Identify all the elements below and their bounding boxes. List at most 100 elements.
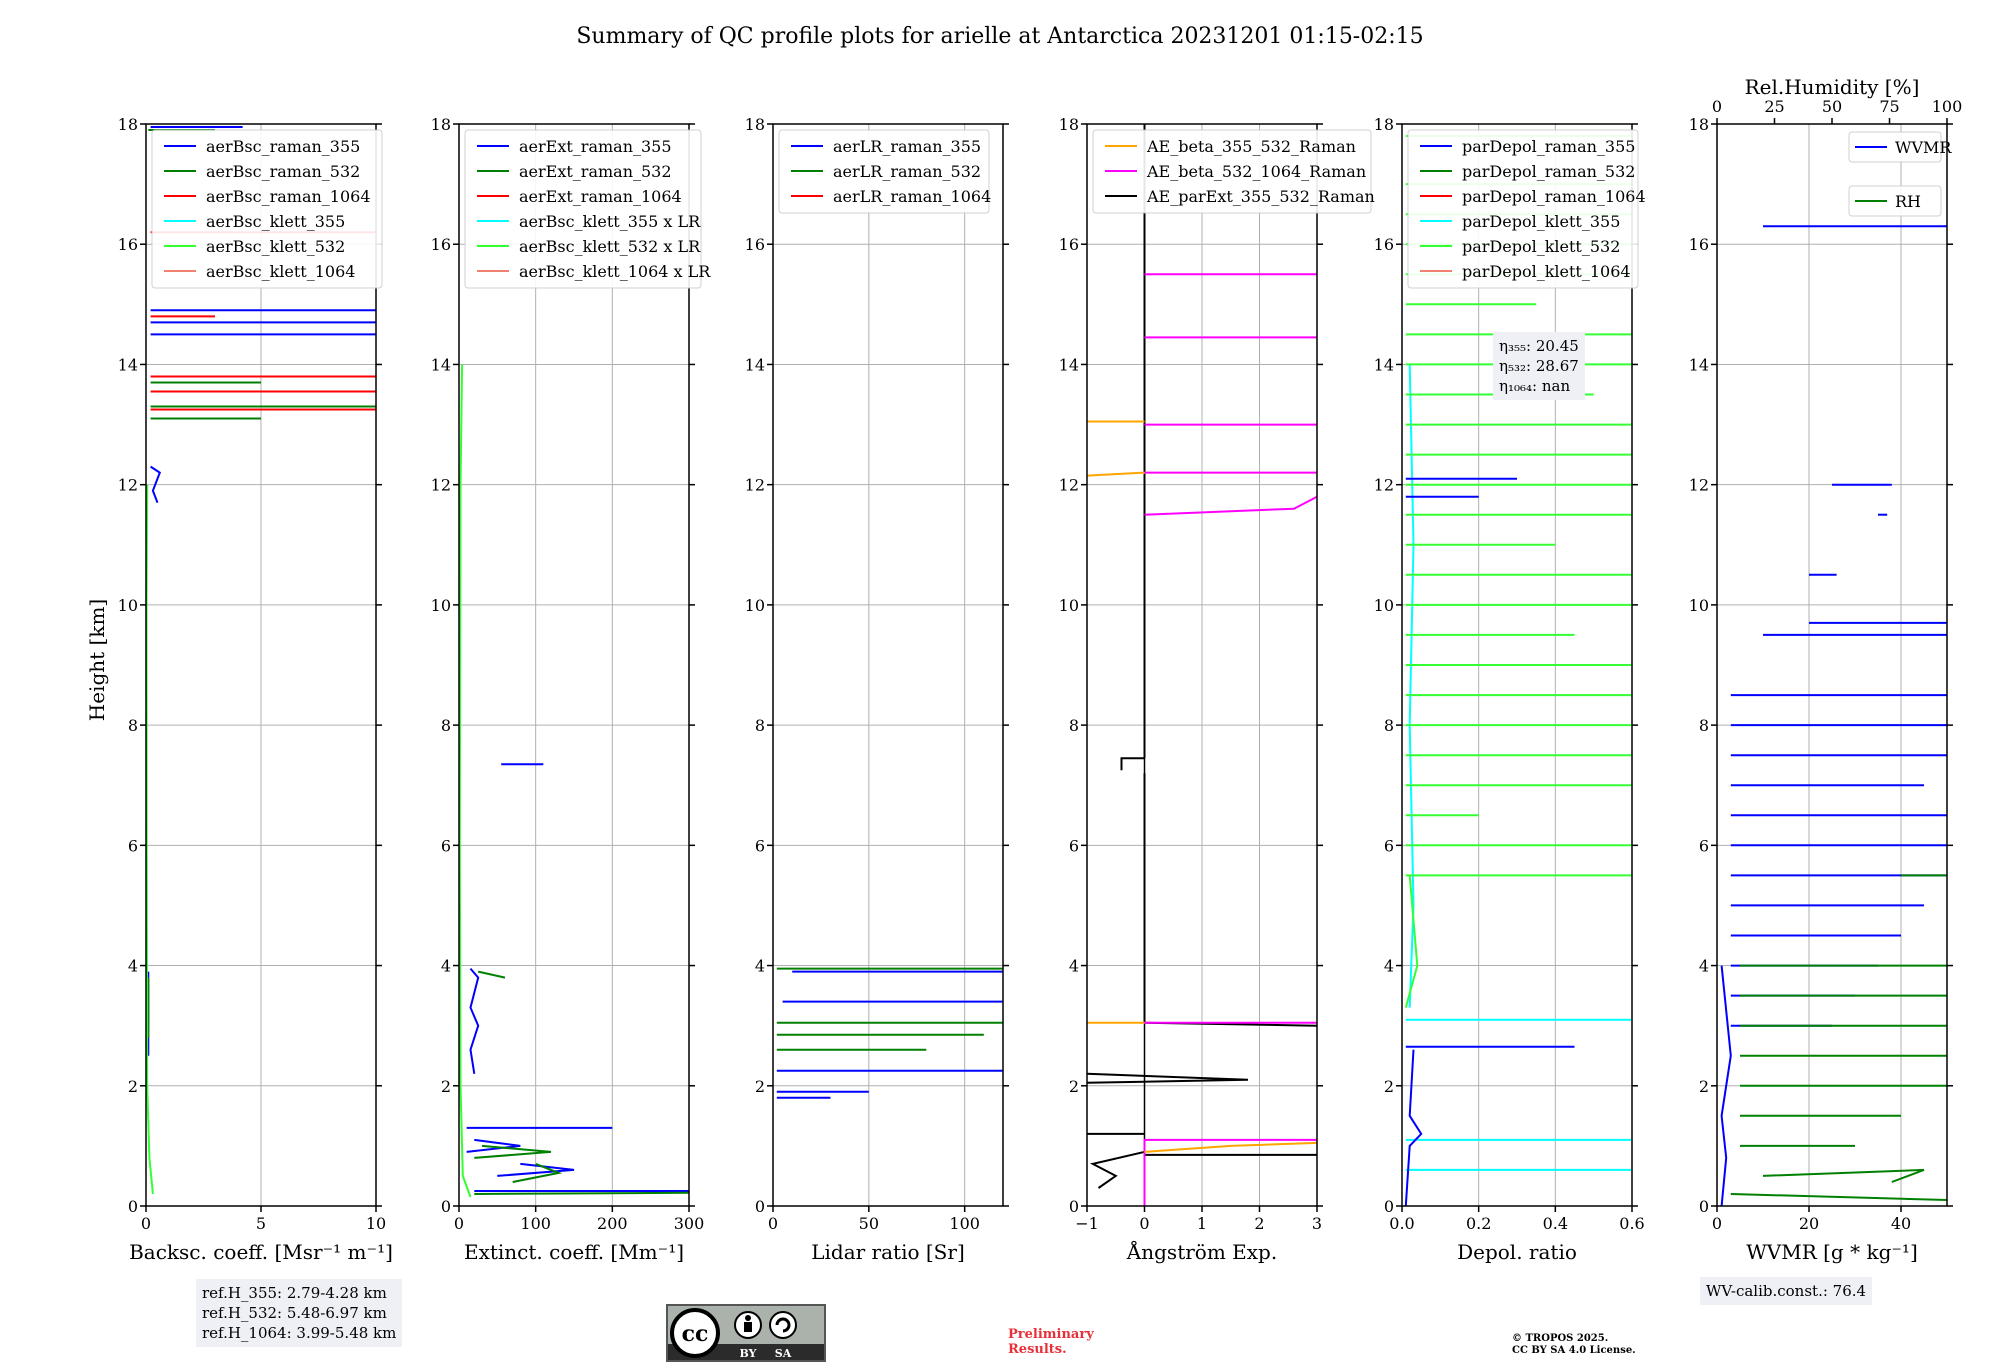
- legend-label: parDepol_klett_532: [1462, 237, 1620, 256]
- x-tick-label: 1: [1197, 1214, 1207, 1233]
- axes-frame: [1401, 123, 1633, 1207]
- series-line-parDepol_klett_532: [1404, 875, 1419, 1008]
- legend-label: parDepol_klett_1064: [1462, 262, 1631, 281]
- x-tick-label: 0: [454, 1214, 464, 1233]
- y-tick-label: 6: [1384, 836, 1394, 855]
- legend-label: aerBsc_klett_355: [206, 212, 345, 231]
- x-axis-label: Backsc. coeff. [Msr⁻¹ m⁻¹]: [129, 1240, 393, 1264]
- x-tick-label: 0: [1139, 1214, 1149, 1233]
- eta-355: η₃₅₅: 20.45: [1499, 337, 1579, 355]
- x-axis-label: Lidar ratio [Sr]: [811, 1240, 965, 1264]
- x-tick-label: 0: [141, 1214, 151, 1233]
- y-tick-label: 10: [431, 596, 451, 615]
- ref-height-1064: ref.H_1064: 3.99-5.48 km: [202, 1324, 397, 1342]
- y-tick-label: 4: [755, 957, 765, 976]
- y-tick-label: 14: [431, 355, 451, 374]
- wv-calib-text: WV-calib.const.: 76.4: [1706, 1282, 1867, 1300]
- series-line-aerBsc_raman_355: [150, 465, 162, 504]
- y-tick-label: 4: [1699, 957, 1709, 976]
- panel-wv: 0 20 40 0 2 4 6 8 10 12 14 16 18 WVMR [g * kg⁻¹] 0 25 50…: [1689, 75, 1963, 1264]
- y-tick-label: 12: [745, 476, 765, 495]
- series-line-AE_beta_532_1064_Raman: [1144, 495, 1318, 516]
- y-tick-label: 6: [1699, 836, 1709, 855]
- series-line-aerExt_raman_532: [474, 1144, 552, 1159]
- top-axis-label: Rel.Humidity [%]: [1745, 75, 1920, 99]
- y-tick-label: 14: [1374, 355, 1394, 374]
- series-line-AE_beta_355_532_Raman: [1086, 471, 1145, 477]
- panel-ext: 0 100 200 300 0 2 4 6 8 10 12 14 16 18 Extinct. coeff.…: [431, 115, 712, 1264]
- legend-label: aerBsc_raman_532: [206, 162, 360, 181]
- y-tick-label: 4: [128, 957, 138, 976]
- y-tick-label: 16: [1059, 235, 1079, 254]
- x-tick-label: 0.0: [1389, 1214, 1414, 1233]
- cc-license-graphic: cc BY SA: [668, 1306, 824, 1360]
- x-axis-label: Extinct. coeff. [Mm⁻¹]: [464, 1240, 684, 1264]
- legend-label: aerExt_raman_532: [519, 162, 672, 181]
- legend-box: [151, 129, 383, 289]
- y-tick-label: 10: [1059, 596, 1079, 615]
- x-tick-label: 20: [1799, 1214, 1819, 1233]
- preliminary-note: Preliminary Results.: [1008, 1327, 1094, 1357]
- y-tick-label: 18: [1374, 115, 1394, 134]
- series-line-aerExt_raman_532: [512, 1162, 563, 1183]
- y-tick-label: 14: [1059, 355, 1079, 374]
- y-tick-label: 0: [441, 1197, 451, 1216]
- y-tick-label: 12: [1059, 476, 1079, 495]
- y-tick-label: 6: [128, 836, 138, 855]
- x-tick-label: 0.6: [1619, 1214, 1644, 1233]
- legend-label: aerBsc_klett_532 x LR: [519, 237, 701, 256]
- legend-label: aerBsc_raman_1064: [206, 187, 371, 206]
- x-tick-label: 3: [1312, 1214, 1322, 1233]
- y-tick-label: 18: [431, 115, 451, 134]
- y-tick-label: 0: [1384, 1197, 1394, 1216]
- x-tick-label: 0.2: [1466, 1214, 1491, 1233]
- copyright-line-2: CC BY SA 4.0 License.: [1512, 1345, 1636, 1356]
- ref-height-532: ref.H_532: 5.48-6.97 km: [202, 1304, 387, 1322]
- y-tick-label: 0: [128, 1197, 138, 1216]
- legend-box: [1848, 131, 1942, 163]
- top-tick-label: 100: [1932, 97, 1963, 116]
- legend-label: aerBsc_klett_532: [206, 237, 345, 256]
- cc-by-text: BY: [740, 1347, 757, 1360]
- x-tick-label: 50: [859, 1214, 879, 1233]
- y-tick-label: 6: [755, 836, 765, 855]
- y-tick-label: 18: [118, 115, 138, 134]
- y-tick-label: 14: [1689, 355, 1709, 374]
- figure-title: Summary of QC profile plots for arielle …: [576, 24, 1423, 49]
- cc-icon-text: cc: [682, 1321, 709, 1347]
- y-tick-label: 2: [755, 1077, 765, 1096]
- y-tick-label: 8: [128, 716, 138, 735]
- y-tick-label: 16: [1689, 235, 1709, 254]
- y-tick-label: 10: [745, 596, 765, 615]
- y-tick-label: 8: [441, 716, 451, 735]
- eta-box: η₃₅₅: 20.45 η₅₃₂: 28.67 η₁₀₆₄: nan: [1493, 332, 1585, 400]
- eta-532: η₅₃₂: 28.67: [1499, 357, 1579, 375]
- series-line-aerBsc_klett_532 x LR: [458, 364, 472, 1198]
- x-tick-label: 300: [674, 1214, 705, 1233]
- x-tick-label: 2: [1254, 1214, 1264, 1233]
- y-tick-label: 10: [118, 596, 138, 615]
- preliminary-line-1: Preliminary: [1008, 1327, 1094, 1342]
- legend-label: aerBsc_klett_1064: [206, 262, 355, 281]
- y-tick-label: 8: [1699, 716, 1709, 735]
- x-axis-label: WVMR [g * kg⁻¹]: [1746, 1240, 1918, 1264]
- legend-label: parDepol_raman_355: [1462, 137, 1635, 156]
- y-tick-label: 18: [1689, 115, 1709, 134]
- series-line-parDepol_raman_355: [1404, 1049, 1423, 1207]
- x-axis-label: Depol. ratio: [1457, 1240, 1577, 1264]
- panel-bsc: 0 5 10 0 2 4 6 8 10 12 14 16 18 Backsc. coeff. [Msr⁻¹…: [118, 115, 393, 1264]
- legend-label: aerLR_raman_532: [833, 162, 981, 181]
- cc-sa-text: SA: [775, 1347, 792, 1360]
- panel-lr: 0 50 100 0 2 4 6 8 10 12 14 16 18 Lidar ratio [Sr] aer…: [745, 115, 1009, 1264]
- y-tick-label: 16: [745, 235, 765, 254]
- y-tick-label: 8: [755, 716, 765, 735]
- ref-height-355: ref.H_355: 2.79-4.28 km: [202, 1284, 387, 1302]
- series-line-AE_beta_532_1064_Raman: [1143, 1138, 1317, 1206]
- series-line-RH: [1762, 1168, 1925, 1183]
- y-tick-label: 14: [118, 355, 138, 374]
- x-tick-label: 0.4: [1543, 1214, 1568, 1233]
- y-tick-label: 10: [1689, 596, 1709, 615]
- y-tick-label: 2: [1699, 1077, 1709, 1096]
- legend-label: AE_parExt_355_532_Raman: [1146, 187, 1375, 206]
